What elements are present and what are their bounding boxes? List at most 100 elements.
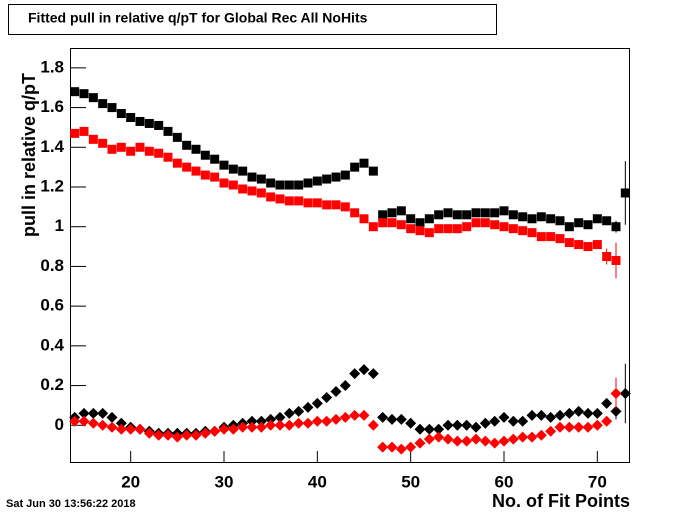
marker-square	[415, 218, 425, 228]
marker-square	[378, 210, 388, 220]
marker-square	[98, 138, 108, 148]
marker-diamond	[405, 441, 417, 453]
marker-square	[126, 112, 136, 122]
marker-square	[191, 144, 201, 154]
marker-diamond	[87, 407, 99, 419]
marker-diamond	[339, 411, 351, 423]
marker-diamond	[349, 409, 361, 421]
marker-square	[70, 128, 80, 138]
marker-square	[331, 172, 341, 182]
marker-diamond	[78, 407, 90, 419]
marker-square	[154, 148, 164, 158]
marker-square	[144, 118, 154, 128]
marker-diamond	[293, 405, 305, 417]
marker-square	[443, 224, 453, 234]
marker-diamond	[311, 397, 323, 409]
marker-diamond	[125, 423, 137, 435]
marker-square	[88, 93, 98, 103]
marker-diamond	[423, 433, 435, 445]
marker-diamond	[321, 415, 333, 427]
marker-square	[555, 216, 565, 226]
marker-diamond	[395, 413, 407, 425]
marker-square	[340, 202, 350, 212]
marker-diamond	[554, 409, 566, 421]
y-tick-label: 0.6	[40, 296, 64, 315]
marker-square	[200, 170, 210, 180]
marker-square	[602, 216, 612, 226]
marker-square	[452, 210, 462, 220]
marker-diamond	[610, 388, 622, 400]
marker-square	[163, 126, 173, 136]
marker-square	[396, 220, 406, 230]
marker-diamond	[283, 407, 295, 419]
marker-diamond	[610, 405, 622, 417]
marker-square	[350, 208, 360, 218]
marker-square	[275, 180, 285, 190]
marker-square	[602, 251, 612, 261]
marker-square	[107, 103, 117, 113]
marker-square	[322, 200, 332, 210]
marker-square	[592, 214, 602, 224]
marker-diamond	[563, 407, 575, 419]
marker-diamond	[255, 421, 267, 433]
marker-diamond	[274, 419, 286, 431]
marker-diamond	[554, 421, 566, 433]
marker-diamond	[377, 411, 389, 423]
marker-diamond	[246, 421, 258, 433]
marker-diamond	[87, 417, 99, 429]
y-tick-label: 1.2	[40, 176, 64, 195]
marker-square	[219, 178, 229, 188]
marker-diamond	[246, 415, 258, 427]
marker-square	[480, 208, 490, 218]
chart-title: Fitted pull in relative q/pT for Global …	[28, 10, 368, 26]
marker-square	[210, 154, 220, 164]
marker-square	[98, 99, 108, 109]
y-tick-label: 0	[55, 415, 64, 434]
marker-diamond	[489, 437, 501, 449]
y-tick-label: 1.8	[40, 57, 64, 76]
marker-square	[172, 158, 182, 168]
marker-diamond	[433, 423, 445, 435]
marker-diamond	[507, 415, 519, 427]
marker-diamond	[517, 415, 529, 427]
marker-square	[378, 218, 388, 228]
marker-square	[368, 166, 378, 176]
marker-square	[462, 210, 472, 220]
marker-square	[182, 140, 192, 150]
marker-diamond	[591, 407, 603, 419]
marker-square	[508, 224, 518, 234]
marker-square	[564, 238, 574, 248]
marker-square	[499, 222, 509, 232]
marker-square	[238, 184, 248, 194]
x-tick-label: 40	[308, 472, 327, 491]
marker-diamond	[545, 411, 557, 423]
marker-square	[546, 214, 556, 224]
marker-square	[583, 220, 593, 230]
marker-square	[107, 144, 117, 154]
marker-square	[443, 208, 453, 218]
marker-diamond	[591, 419, 603, 431]
marker-diamond	[106, 411, 118, 423]
marker-diamond	[265, 419, 277, 431]
marker-square	[490, 208, 500, 218]
marker-square	[359, 214, 369, 224]
marker-square	[312, 176, 322, 186]
marker-square	[452, 224, 462, 234]
marker-diamond	[414, 423, 426, 435]
x-tick-label: 50	[401, 472, 420, 491]
marker-square	[555, 234, 565, 244]
marker-diamond	[218, 423, 230, 435]
marker-diamond	[545, 425, 557, 437]
marker-diamond	[162, 429, 174, 441]
y-tick-label: 0.4	[40, 335, 64, 354]
marker-square	[368, 222, 378, 232]
marker-diamond	[386, 441, 398, 453]
y-tick-label: 1.4	[40, 137, 64, 156]
marker-square	[518, 226, 528, 236]
marker-diamond	[115, 417, 127, 429]
marker-square	[144, 146, 154, 156]
marker-square	[574, 218, 584, 228]
marker-diamond	[143, 427, 155, 439]
